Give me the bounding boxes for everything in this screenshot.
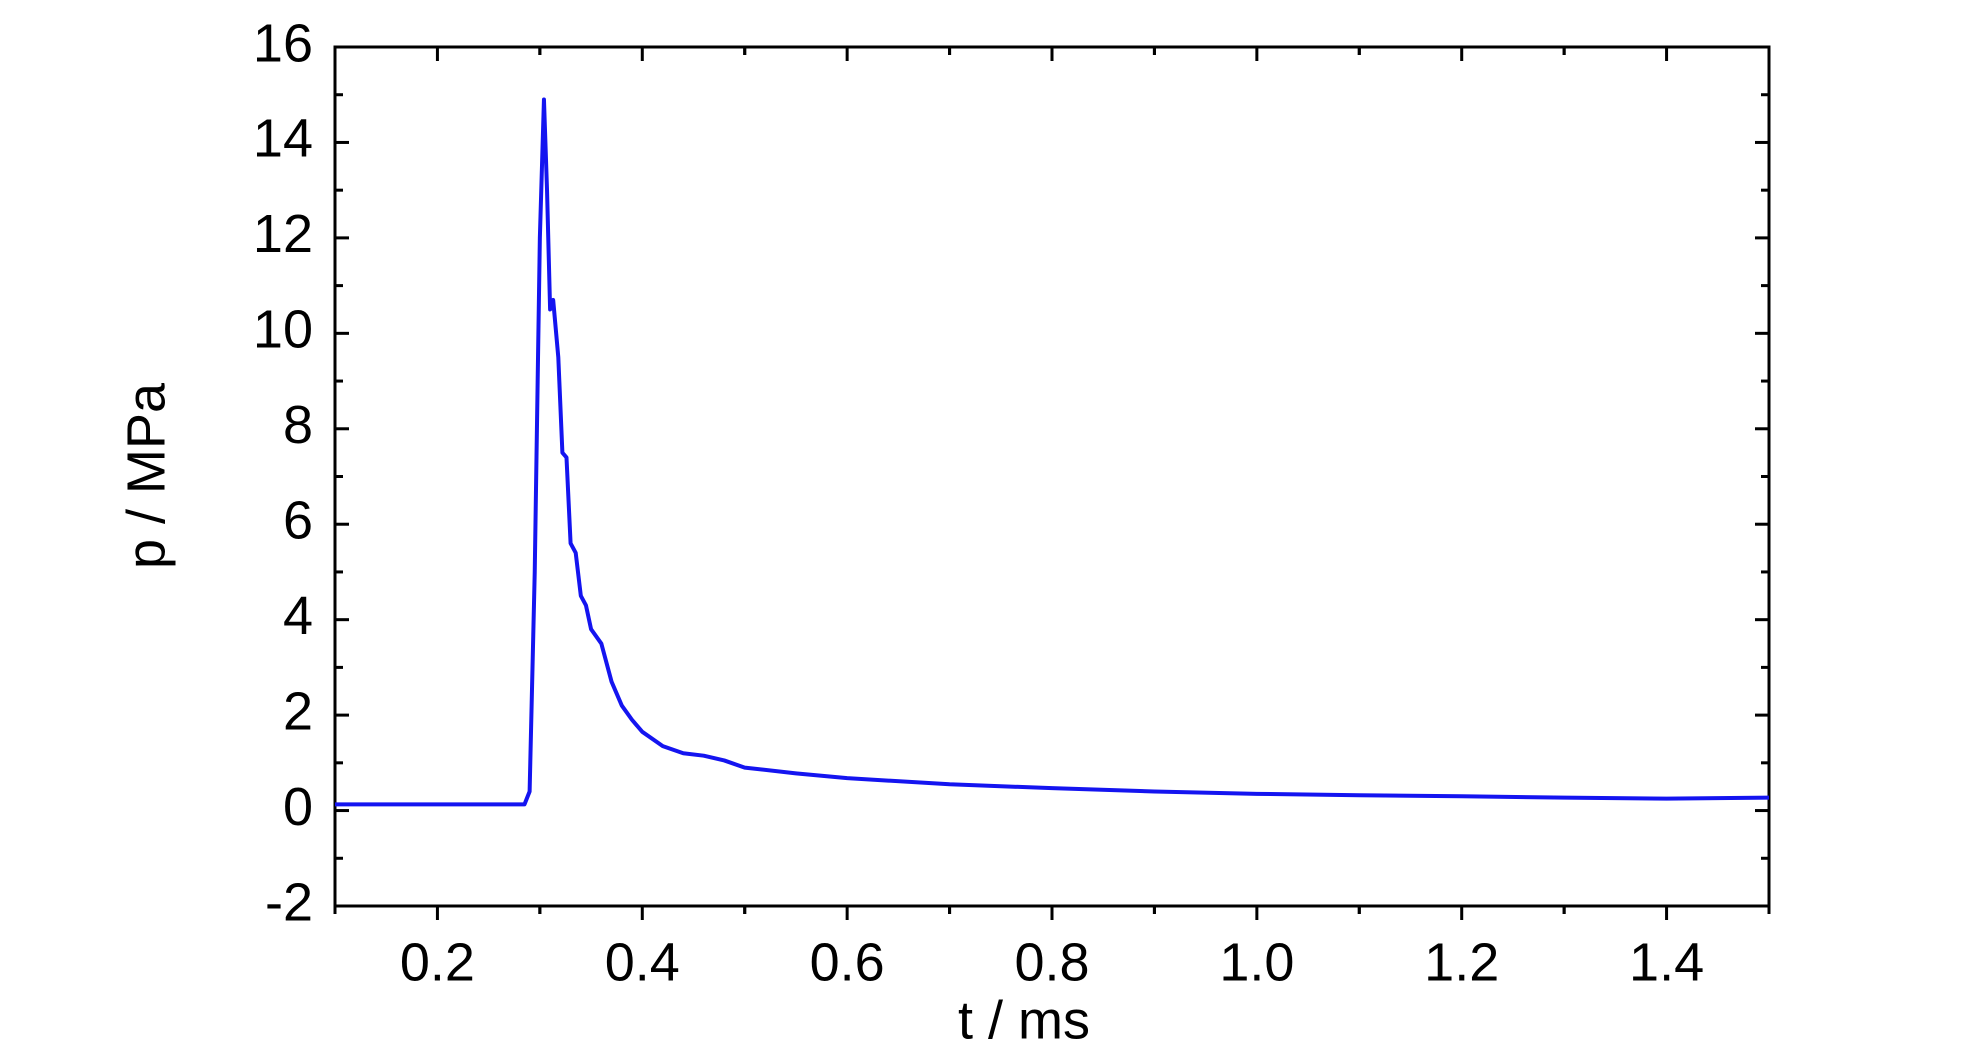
y-tick-label: 8 [283, 395, 313, 455]
x-tick-label: 0.2 [400, 932, 475, 992]
y-tick-label: 12 [253, 204, 313, 264]
x-tick-label: 1.0 [1219, 932, 1294, 992]
x-tick-label: 0.4 [605, 932, 680, 992]
y-tick-label: 16 [253, 13, 313, 73]
y-tick-label: 10 [253, 300, 313, 360]
y-tick-label: 2 [283, 681, 313, 741]
x-tick-label: 0.8 [1014, 932, 1089, 992]
x-tick-label: 1.2 [1424, 932, 1499, 992]
y-tick-label: 6 [283, 490, 313, 550]
plot-frame [333, 45, 1771, 908]
y-tick-label: 0 [283, 777, 313, 837]
y-tick-label: -2 [265, 872, 313, 932]
y-tick-label: 4 [283, 586, 313, 646]
y-tick-label: 14 [253, 109, 313, 169]
y-axis-label: p / MPa [116, 382, 176, 569]
x-tick-label: 0.6 [810, 932, 885, 992]
x-axis-label: t / ms [958, 990, 1090, 1050]
x-tick-label: 1.4 [1629, 932, 1704, 992]
data-line [335, 97, 1770, 807]
